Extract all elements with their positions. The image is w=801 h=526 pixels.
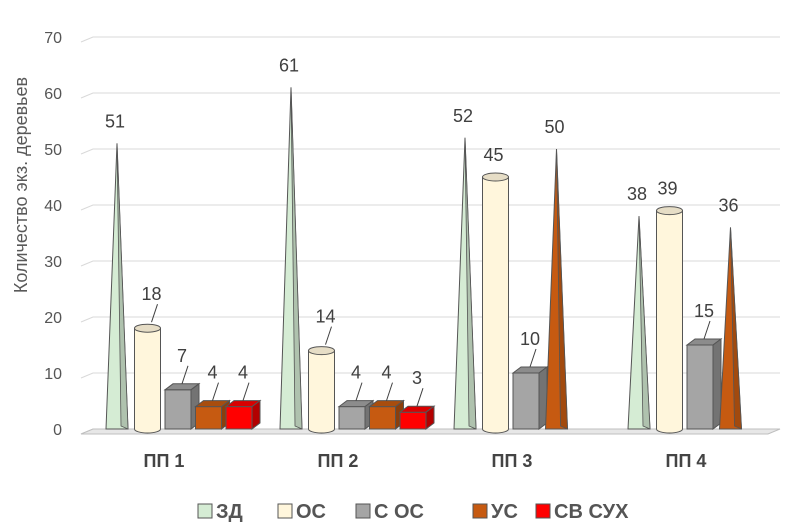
y-tick-label: 40 [44,198,62,215]
y-tick-label: 60 [44,86,62,103]
bar-mark [163,382,201,430]
data-label: 4 [207,363,217,383]
data-label: 18 [141,284,161,304]
legend-label: ОС [296,501,326,523]
data-label: 7 [177,346,187,366]
data-label: 45 [483,145,503,165]
bar-mark [368,399,405,430]
data-label: 4 [238,363,248,383]
data-label-leader [416,388,424,407]
y-tick-label: 50 [44,142,62,159]
legend-swatch [355,503,371,519]
y-tick-label: 70 [44,30,62,47]
legend-item: УС [472,501,518,523]
data-label: 3 [412,368,422,388]
category-label: ПП 2 [318,451,359,471]
category-label: ПП 4 [666,451,707,471]
legend-swatch [197,503,213,519]
chart-floor-plane [80,428,781,435]
data-label-leader [529,348,537,368]
bar-mark [718,227,743,430]
data-label-leader [355,382,363,401]
data-label: 61 [279,55,299,75]
bar-mark [453,137,477,430]
legend-item: С ОС [355,501,424,523]
data-label-leader [703,320,711,340]
data-label: 39 [657,179,677,199]
data-label: 14 [315,307,335,327]
legend-label: ЗД [216,501,243,523]
bar-mark [656,206,683,434]
legend-label: С ОС [374,501,424,523]
bar-mark [337,399,375,430]
bar-mark [685,338,723,430]
bar-mark [308,346,335,434]
bar-mark [511,366,549,430]
bar-mark [398,405,436,430]
bars [105,87,743,434]
legend-item: ОС [277,501,326,523]
gridline [80,260,780,267]
bar-mark [224,399,262,430]
data-label-leader [242,382,250,401]
legend-label: СВ СУХ [554,501,629,523]
gridline [80,92,780,99]
y-tick-label: 30 [44,254,62,271]
data-label-leader [181,365,189,384]
y-tick-label: 20 [44,310,62,327]
y-tick-label: 0 [53,422,62,439]
bar-mark [627,216,651,430]
legend-item: СВ СУХ [535,501,629,523]
bar-mark [482,172,509,434]
data-label: 15 [694,301,714,321]
legend: ЗД ОС С ОС УС СВ СУХ [197,501,629,523]
y-axis-title: Количество экз. деревьев [11,77,31,293]
data-label: 52 [453,106,473,126]
legend-swatch [472,503,488,519]
legend-swatch [277,503,293,519]
category-label: ПП 1 [144,451,185,471]
data-label-leader [151,304,158,323]
legend-label: УС [491,501,518,523]
data-label: 10 [520,329,540,349]
data-label: 51 [105,111,125,131]
legend-item: ЗД [197,501,243,523]
chart-floor [80,428,781,435]
data-label: 4 [381,363,391,383]
category-label: ПП 3 [492,451,533,471]
bar-mark [194,399,231,430]
data-label: 38 [627,184,647,204]
legend-swatch [535,503,551,519]
bar-mark [544,148,569,430]
data-label: 50 [544,117,564,137]
gridline [80,204,780,211]
gridline [80,148,780,155]
bar-mark [134,323,161,434]
category-labels: ПП 1 ПП 2 ПП 3 ПП 4 [144,451,707,471]
data-label: 4 [351,363,361,383]
y-axis-ticks: 0 10 20 30 40 50 60 70 [44,30,62,439]
data-label-leader [212,382,219,401]
bar-mark [105,143,129,430]
y-tick-label: 10 [44,366,62,383]
data-label-leader [325,326,332,345]
data-label: 36 [718,195,738,215]
bar-mark [279,87,303,430]
gridlines [80,36,780,435]
gridline [80,36,780,43]
data-label-leader [386,382,393,401]
